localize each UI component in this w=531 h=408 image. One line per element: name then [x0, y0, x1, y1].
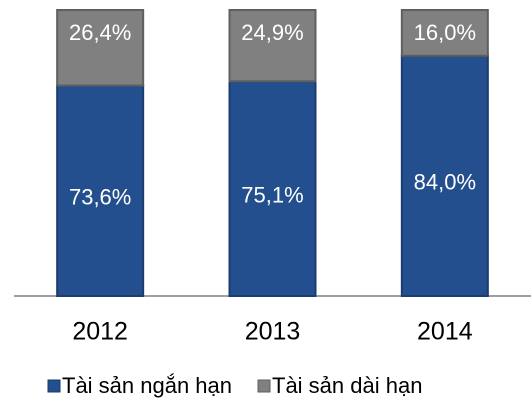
- data-label: 75,1%: [241, 182, 303, 207]
- data-label: 84,0%: [414, 170, 476, 195]
- bar-segment: [56, 84, 145, 297]
- data-label: 16,0%: [414, 20, 476, 45]
- x-tick-label: 2012: [72, 318, 128, 346]
- legend-marker: [47, 379, 61, 393]
- data-label: 73,6%: [69, 185, 131, 210]
- x-tick-label: 2014: [417, 318, 473, 346]
- data-label: 24,9%: [241, 20, 303, 45]
- legend-marker: [257, 379, 271, 393]
- x-tick-label: 2013: [245, 318, 301, 346]
- legend-label: Tài sản dài hạn: [272, 373, 422, 398]
- bar-segment: [228, 9, 317, 83]
- bar-segment: [56, 9, 145, 87]
- data-label: 26,4%: [69, 20, 131, 45]
- bar-segment: [400, 9, 489, 57]
- legend-label: Tài sản ngắn hạn: [62, 373, 232, 398]
- bar-segment: [400, 54, 489, 298]
